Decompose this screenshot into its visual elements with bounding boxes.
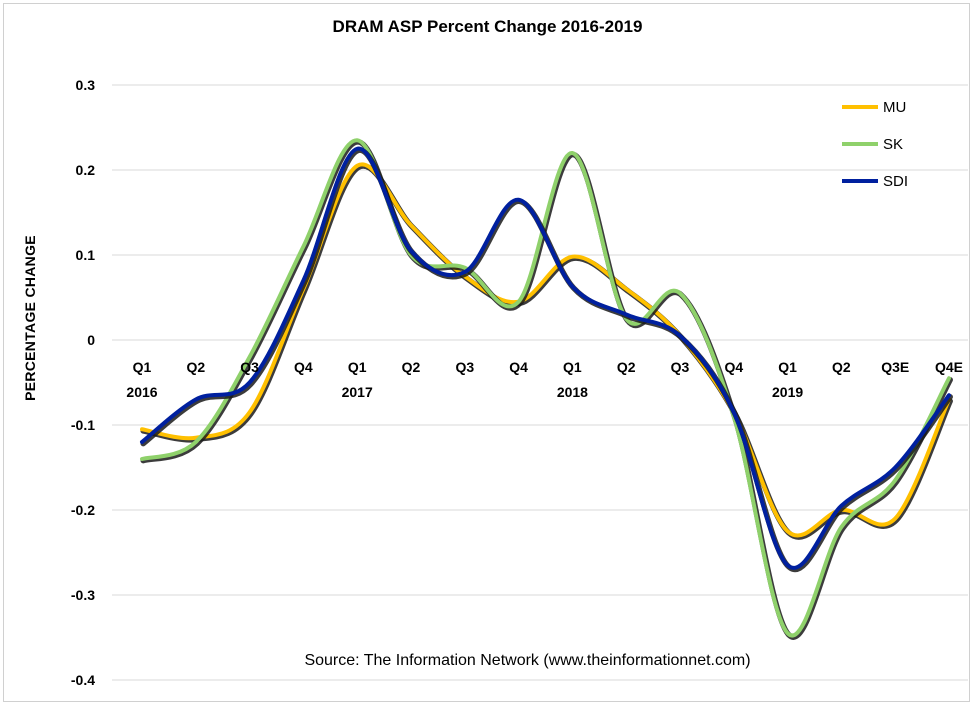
- series-lines: [140, 138, 953, 640]
- x-tick-year-label: 2019: [772, 384, 803, 400]
- y-tick-label: 0: [87, 332, 95, 348]
- y-tick-label: -0.2: [71, 502, 95, 518]
- x-tick-label: Q2: [402, 359, 421, 375]
- legend-label-sdi: SDI: [883, 173, 908, 190]
- legend-label-mu: MU: [883, 99, 906, 116]
- legend: MU SK SDI: [842, 99, 908, 190]
- x-tick-label: Q2: [617, 359, 636, 375]
- legend-label-sk: SK: [883, 136, 903, 153]
- x-tick-year-label: 2016: [126, 384, 157, 400]
- y-tick-label: -0.1: [71, 417, 95, 433]
- chart-frame: [3, 3, 970, 702]
- chart-title: DRAM ASP Percent Change 2016-2019: [332, 17, 643, 36]
- x-tick-label: Q4: [724, 359, 743, 375]
- x-tick-label: Q1: [563, 359, 582, 375]
- y-tick-label: 0.1: [76, 247, 96, 263]
- x-tick-label: Q2: [186, 359, 205, 375]
- x-tick-label: Q1: [133, 359, 152, 375]
- x-tick-label: Q4: [294, 359, 313, 375]
- x-tick-label: Q1: [348, 359, 367, 375]
- series-sdi-line: [140, 146, 951, 570]
- y-tick-label: 0.2: [76, 162, 96, 178]
- x-tick-label: Q4: [509, 359, 528, 375]
- x-tick-label: Q3: [455, 359, 474, 375]
- x-tick-year-label: 2017: [342, 384, 373, 400]
- y-tick-label: -0.3: [71, 587, 95, 603]
- x-tick-label: Q1: [778, 359, 797, 375]
- x-tick-label: Q3: [240, 359, 259, 375]
- x-tick-label: Q4E: [935, 359, 963, 375]
- x-tick-label: Q2: [832, 359, 851, 375]
- series-mu-line: [140, 162, 951, 538]
- x-tick-label: Q3E: [881, 359, 909, 375]
- series-sk-line: [140, 138, 951, 638]
- y-tick-label: 0.3: [76, 77, 96, 93]
- x-tick-labels: Q1 2016 Q2 Q3 Q4 Q1 2017 Q2 Q3 Q4 Q1 2018 Q2 Q3 Q4 Q1 20…: [126, 359, 963, 400]
- x-tick-year-label: 2018: [557, 384, 588, 400]
- x-tick-label: Q3: [671, 359, 690, 375]
- y-tick-label: -0.4: [71, 672, 95, 688]
- source-note: Source: The Information Network (www.the…: [304, 652, 751, 669]
- y-tick-labels: 0.3 0.2 0.1 0 -0.1 -0.2 -0.3 -0.4: [71, 77, 95, 688]
